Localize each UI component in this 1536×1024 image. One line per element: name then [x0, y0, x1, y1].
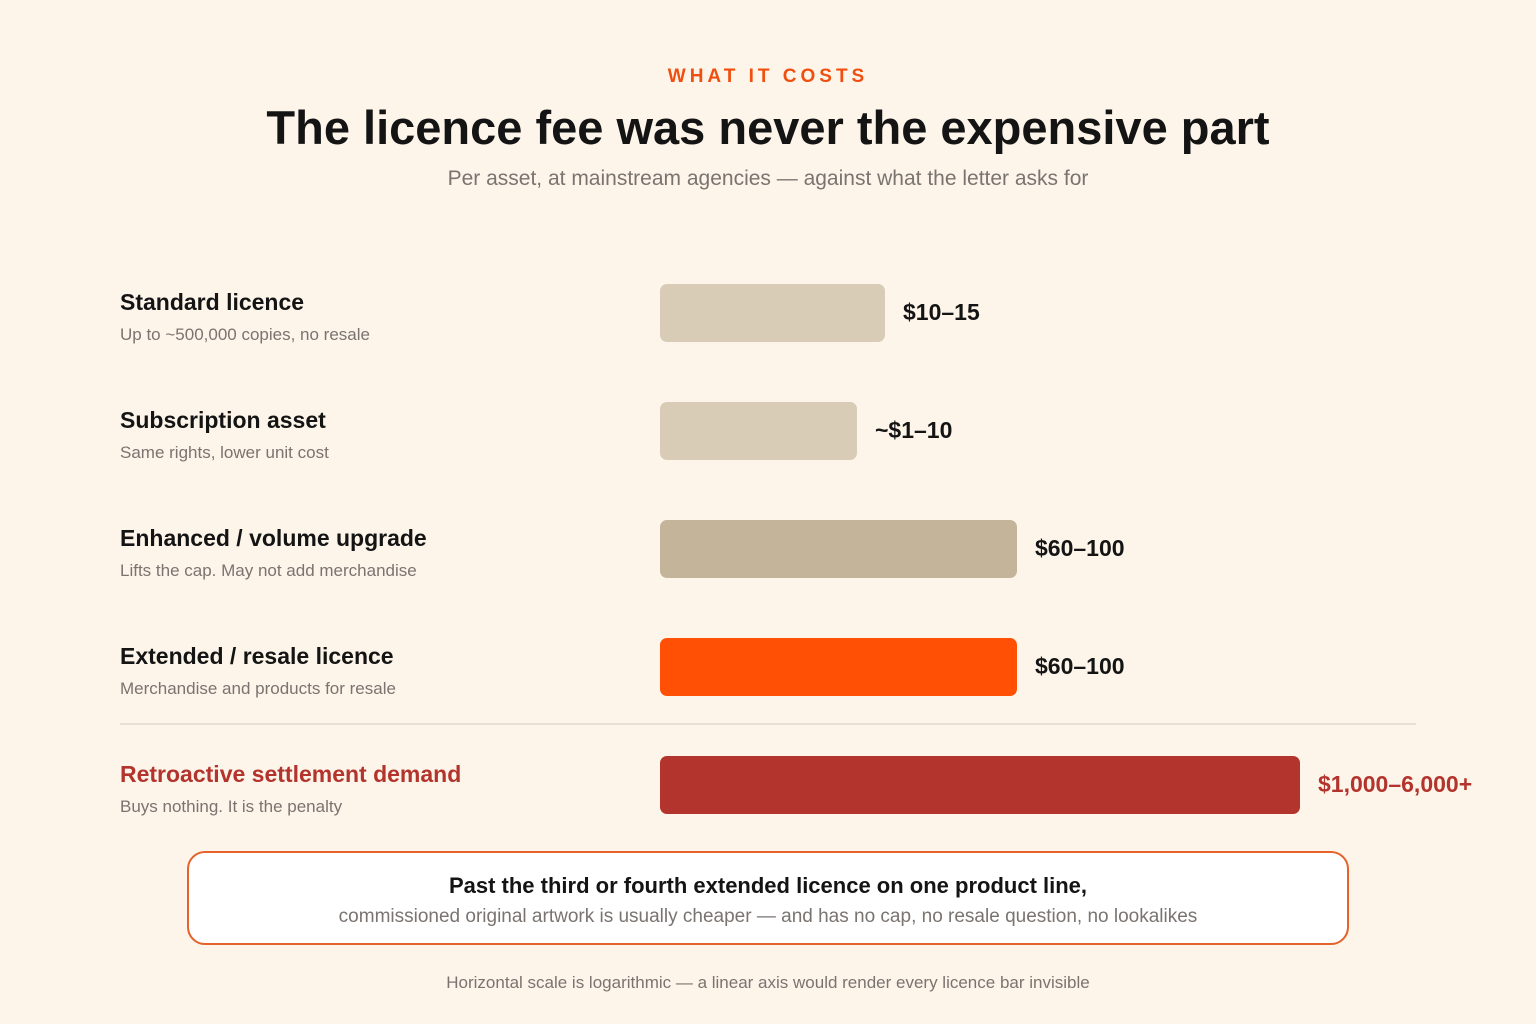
footnote: Horizontal scale is logarithmic — a line… — [446, 973, 1090, 992]
row-label: Enhanced / volume upgrade — [120, 525, 427, 551]
row-label: Retroactive settlement demand — [120, 761, 462, 787]
divider — [120, 723, 1416, 725]
row-note: Same rights, lower unit cost — [120, 443, 329, 462]
row-note: Buys nothing. It is the penalty — [120, 797, 343, 816]
bar — [660, 520, 1017, 578]
callout-sub: commissioned original artwork is usually… — [338, 906, 1198, 927]
row-label: Standard licence — [120, 289, 305, 315]
row-label: Extended / resale licence — [120, 643, 394, 669]
chart-row: Retroactive settlement demand Buys nothin… — [0, 756, 1536, 851]
chart-row: Enhanced / volume upgrade Lifts the cap. … — [0, 520, 1536, 615]
bar-value-label: $60–100 — [1035, 535, 1125, 561]
row-note: Up to ~500,000 copies, no resale — [120, 325, 370, 344]
callout-main: Past the third or fourth extended licenc… — [448, 873, 1088, 898]
callout-box: Past the third or fourth extended licenc… — [187, 851, 1349, 945]
eyebrow: WHAT IT COSTS — [667, 66, 869, 87]
bar — [660, 284, 885, 342]
chart-row: Extended / resale licence Merchandise and… — [0, 638, 1536, 733]
bar — [660, 638, 1017, 696]
bar — [660, 402, 857, 460]
row-label: Subscription asset — [120, 407, 326, 433]
bar-value-label: $10–15 — [903, 299, 980, 325]
bar — [660, 756, 1300, 814]
bar-value-label: $60–100 — [1035, 653, 1125, 679]
row-note: Lifts the cap. May not add merchandise — [120, 561, 417, 580]
bar-value-label: $1,000–6,000+ — [1318, 771, 1473, 797]
row-note: Merchandise and products for resale — [120, 679, 396, 698]
page-subtitle: Per asset, at mainstream agencies — agai… — [447, 167, 1089, 190]
chart-row: Standard licence Up to ~500,000 copies, n… — [0, 284, 1536, 379]
bar-value-label: ~$1–10 — [875, 417, 953, 443]
chart-row: Subscription asset Same rights, lower uni… — [0, 402, 1536, 497]
page-title: The licence fee was never the expensive … — [266, 101, 1270, 154]
